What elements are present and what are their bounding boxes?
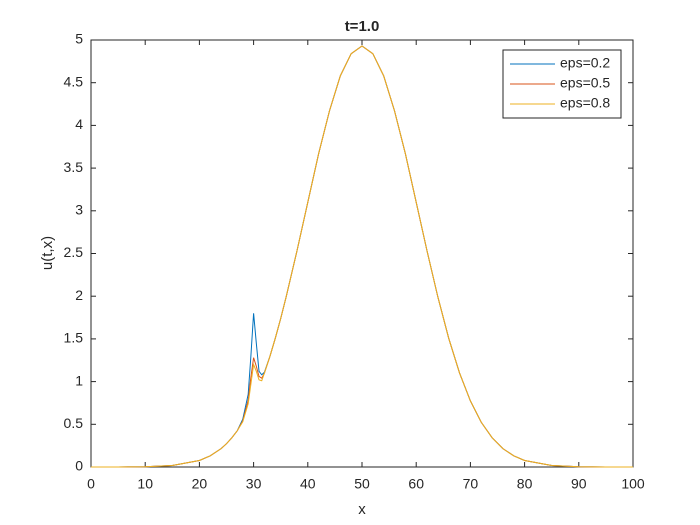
y-tick-label: 5 <box>75 31 83 47</box>
x-tick-label: 40 <box>300 476 316 492</box>
legend-label: eps=0.8 <box>560 95 610 111</box>
y-tick-label: 4.5 <box>64 73 84 89</box>
x-tick-label: 50 <box>354 476 370 492</box>
x-tick-label: 10 <box>137 476 153 492</box>
legend-label: eps=0.5 <box>560 75 610 91</box>
x-tick-label: 0 <box>87 476 95 492</box>
y-tick-label: 3.5 <box>64 159 84 175</box>
y-tick-label: 2.5 <box>64 244 84 260</box>
y-tick-label: 0.5 <box>64 415 84 431</box>
x-tick-label: 90 <box>571 476 587 492</box>
x-axis-label: x <box>358 501 366 518</box>
x-tick-label: 30 <box>246 476 262 492</box>
y-tick-label: 1.5 <box>64 330 84 346</box>
x-tick-label: 70 <box>463 476 479 492</box>
y-tick-label: 0 <box>75 458 83 474</box>
x-tick-label: 60 <box>408 476 424 492</box>
data-line <box>91 45 633 468</box>
chart-title: t=1.0 <box>345 18 380 35</box>
x-tick-label: 100 <box>621 476 645 492</box>
y-tick-label: 3 <box>75 202 83 218</box>
y-tick-label: 1 <box>75 372 83 388</box>
y-tick-label: 2 <box>75 287 83 303</box>
legend-label: eps=0.2 <box>560 55 610 71</box>
x-tick-label: 80 <box>517 476 533 492</box>
y-axis-label: u(t,x) <box>39 236 56 270</box>
y-tick-label: 4 <box>75 116 83 132</box>
x-tick-label: 20 <box>192 476 208 492</box>
